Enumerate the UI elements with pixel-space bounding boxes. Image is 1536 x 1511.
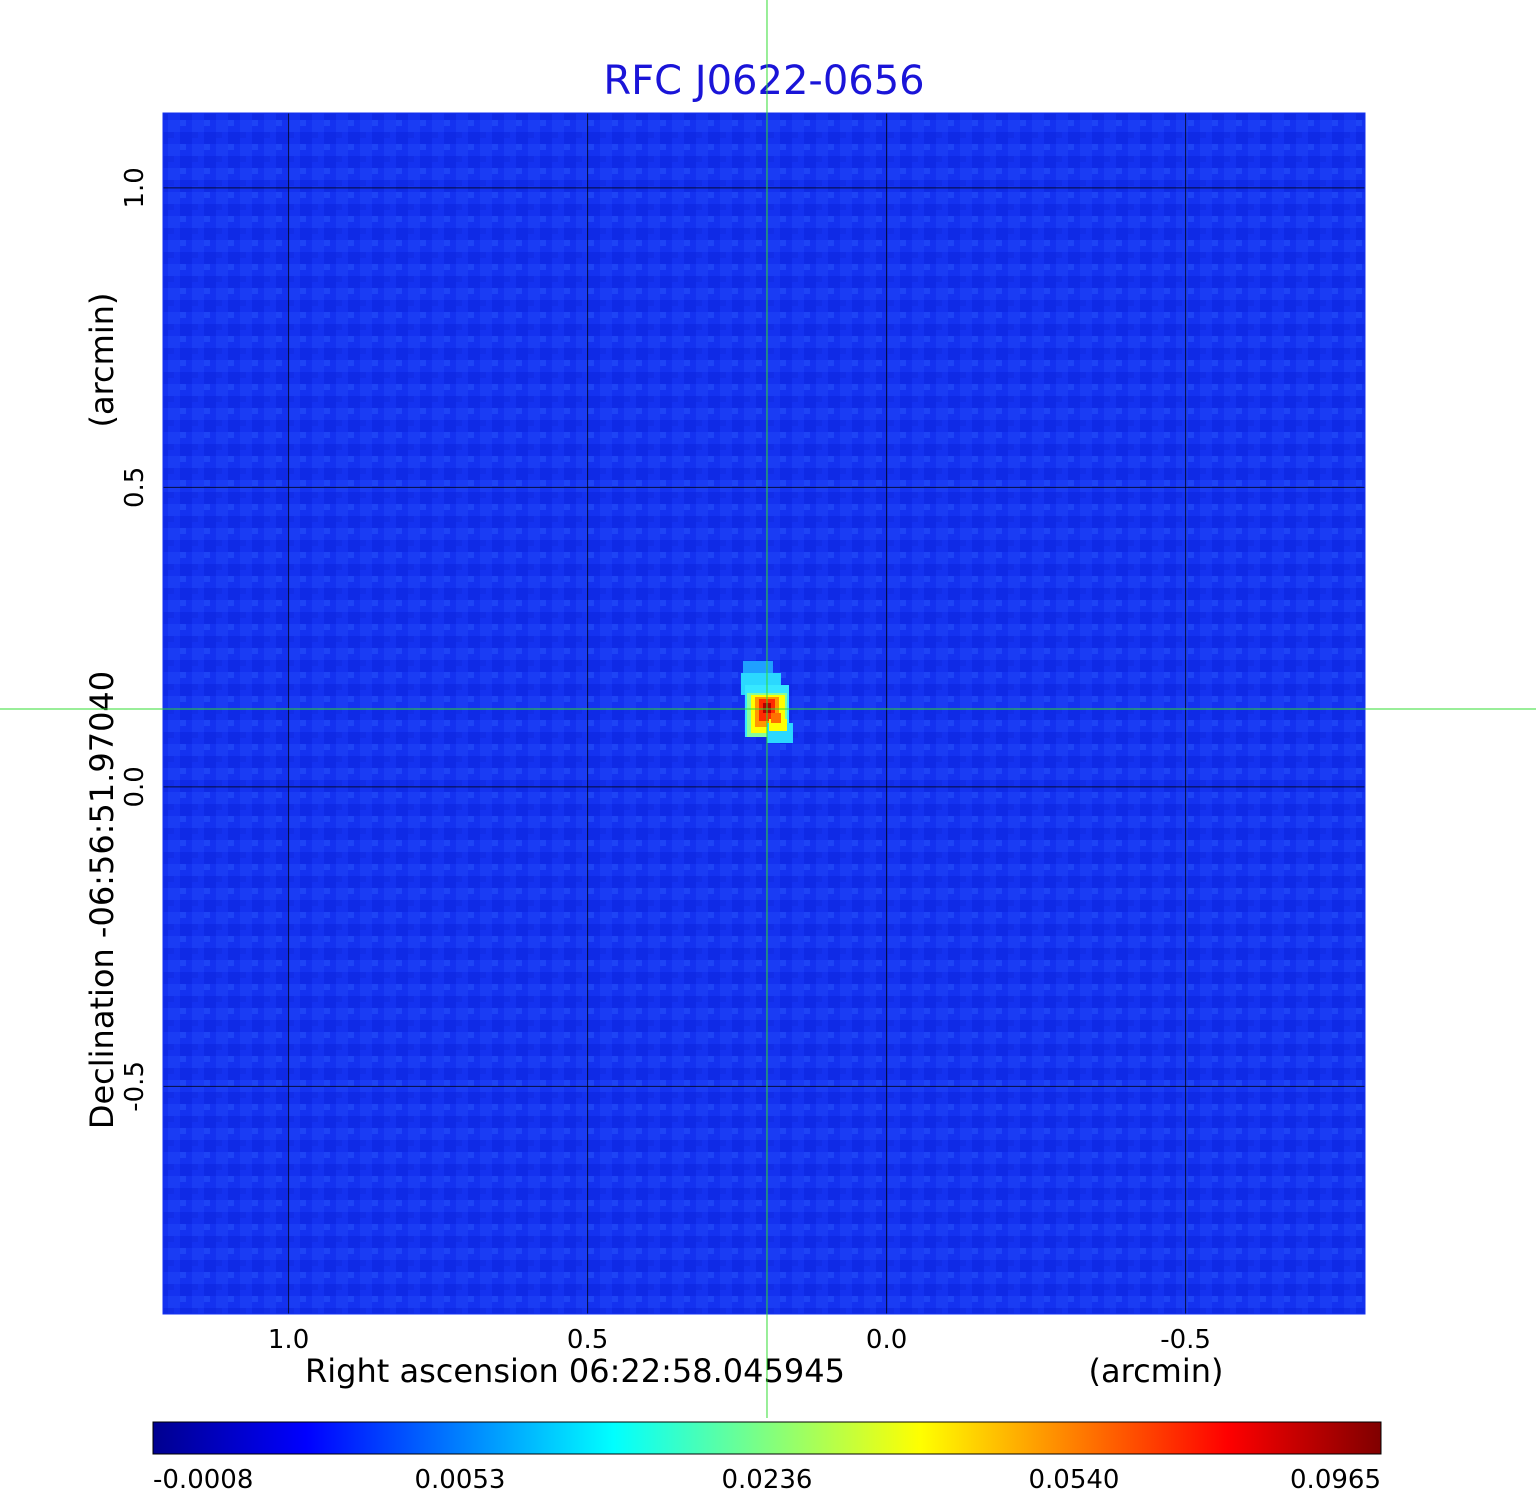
crosshair <box>0 0 1536 1418</box>
x-tick-label: 0.0 <box>866 1325 907 1355</box>
colorbar-tick-label: -0.0008 <box>153 1465 253 1495</box>
x-axis-unit: (arcmin) <box>1089 1352 1224 1390</box>
y-tick-label: -0.5 <box>120 1061 150 1112</box>
y-tick-label: 0.0 <box>120 766 150 807</box>
map-frame <box>162 112 1366 1315</box>
source-pixel <box>770 713 781 724</box>
grid-lines <box>163 113 1365 1314</box>
x-tick-label: 0.5 <box>567 1325 608 1355</box>
chart-title: RFC J0622-0656 <box>603 58 924 104</box>
y-tick-label: 1.0 <box>120 167 150 208</box>
x-tick-label: 1.0 <box>268 1325 309 1355</box>
y-axis-label: Declination -06:56:51.97040 <box>83 671 121 1129</box>
y-tick-label: 0.5 <box>120 467 150 508</box>
x-axis-label: Right ascension 06:22:58.045945 <box>305 1352 845 1390</box>
colorbar-tick-label: 0.0540 <box>1029 1465 1120 1495</box>
x-tick-label: -0.5 <box>1160 1325 1211 1355</box>
y-axis-unit: (arcmin) <box>83 293 121 428</box>
colorbar-tick-label: 0.0965 <box>1290 1465 1381 1495</box>
y-tick-labels: 1.0 0.5 0.0 -0.5 <box>120 167 150 1112</box>
x-tick-labels: 1.0 0.5 0.0 -0.5 <box>268 1325 1211 1355</box>
colorbar-tick-label: 0.0236 <box>722 1465 813 1495</box>
colorbar <box>152 1421 1382 1455</box>
colorbar-tick-label: 0.0053 <box>415 1465 506 1495</box>
colorbar-tick-labels: -0.0008 0.0053 0.0236 0.0540 0.0965 <box>153 1465 1381 1495</box>
